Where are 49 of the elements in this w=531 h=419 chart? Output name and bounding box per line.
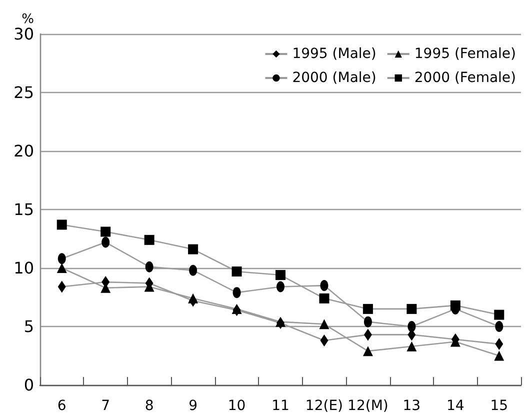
point [56, 220, 67, 230]
y-tick-label: 5 [24, 317, 34, 336]
legend-label: 2000 (Male) [292, 70, 376, 86]
x-tick-label: 8 [144, 398, 154, 414]
legend-label: 2000 (Female) [414, 70, 516, 86]
point [144, 234, 154, 245]
y-tick-label: 30 [14, 24, 34, 44]
point [189, 264, 198, 276]
point [102, 236, 110, 248]
point [362, 346, 373, 356]
x-tick-label: 13 [402, 398, 421, 414]
point [276, 270, 286, 280]
y-axis-title: % [22, 12, 34, 28]
legend-label: 1995 (Male) [292, 46, 376, 62]
point [319, 293, 330, 304]
y-tick-label: 20 [14, 142, 34, 160]
point [495, 321, 504, 332]
x-tick-label: 6 [57, 398, 66, 414]
x-tick-label: 12(M) [348, 398, 388, 414]
y-tick-label: 0 [24, 376, 34, 394]
point [450, 300, 460, 310]
point [494, 310, 504, 320]
point [188, 244, 198, 254]
legend-label: 1995 (Female) [414, 46, 516, 62]
x-tick-label: 11 [272, 398, 290, 414]
point [408, 321, 416, 332]
point [406, 304, 417, 314]
point [494, 350, 504, 361]
point [406, 341, 417, 352]
point [58, 253, 66, 264]
point [145, 261, 154, 272]
x-tick-label: 12(E) [305, 398, 344, 414]
point [232, 287, 241, 298]
y-tick-label: 15 [14, 200, 34, 219]
x-tick-label: 15 [490, 398, 508, 414]
y-tick-label: 10 [14, 258, 34, 278]
x-tick-label: 7 [101, 398, 110, 414]
y-tick-label: 25 [14, 83, 34, 102]
x-tick-label: 9 [188, 398, 198, 414]
point [319, 319, 330, 330]
point [320, 280, 328, 292]
point [364, 316, 372, 328]
point [100, 226, 111, 237]
point [362, 304, 373, 314]
x-tick-label: 10 [228, 398, 246, 414]
point [56, 263, 67, 273]
x-tick-label: 14 [446, 398, 464, 414]
point [188, 293, 198, 304]
point [232, 266, 242, 277]
